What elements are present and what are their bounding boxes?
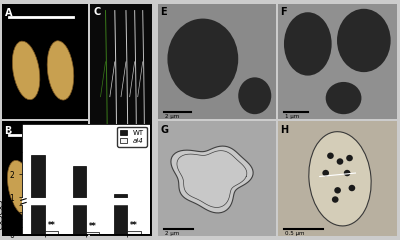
Circle shape xyxy=(348,185,355,191)
Bar xyxy=(86,232,99,234)
Ellipse shape xyxy=(337,9,391,72)
Ellipse shape xyxy=(47,41,74,100)
Ellipse shape xyxy=(284,12,332,76)
Circle shape xyxy=(337,158,343,165)
Text: F: F xyxy=(280,7,287,17)
Bar xyxy=(73,166,86,234)
Text: G: G xyxy=(160,125,168,135)
Circle shape xyxy=(322,170,329,176)
Text: E: E xyxy=(160,7,167,17)
Text: CP: CP xyxy=(0,239,1,240)
Text: 0.5 μm: 0.5 μm xyxy=(285,231,305,236)
Text: A: A xyxy=(4,8,12,18)
Ellipse shape xyxy=(8,160,34,216)
Legend: WT, al4: WT, al4 xyxy=(117,127,146,147)
Text: C: C xyxy=(93,7,100,17)
Ellipse shape xyxy=(35,156,60,213)
Text: **: ** xyxy=(130,221,138,230)
Text: 2 μm: 2 μm xyxy=(165,114,179,119)
Text: 2 μm: 2 μm xyxy=(165,231,179,236)
Circle shape xyxy=(346,155,353,161)
Ellipse shape xyxy=(58,162,83,219)
Text: H: H xyxy=(280,125,288,135)
Bar xyxy=(32,155,45,234)
Bar xyxy=(114,194,127,234)
Circle shape xyxy=(332,196,338,203)
Text: CP: CP xyxy=(0,239,1,240)
Ellipse shape xyxy=(12,41,40,100)
Circle shape xyxy=(334,187,341,193)
Text: **: ** xyxy=(48,221,55,230)
Text: B: B xyxy=(4,126,12,136)
Ellipse shape xyxy=(238,77,271,114)
Text: Thn: Thn xyxy=(0,239,1,240)
Ellipse shape xyxy=(168,18,238,99)
Circle shape xyxy=(344,170,350,176)
Text: **: ** xyxy=(89,222,96,231)
Ellipse shape xyxy=(326,82,362,114)
Bar xyxy=(127,231,140,234)
Polygon shape xyxy=(171,146,253,213)
Text: 1 μm: 1 μm xyxy=(285,114,300,119)
Bar xyxy=(45,231,58,234)
Circle shape xyxy=(327,153,334,159)
Bar xyxy=(22,199,150,204)
Ellipse shape xyxy=(309,132,371,226)
Text: I: I xyxy=(127,227,130,236)
